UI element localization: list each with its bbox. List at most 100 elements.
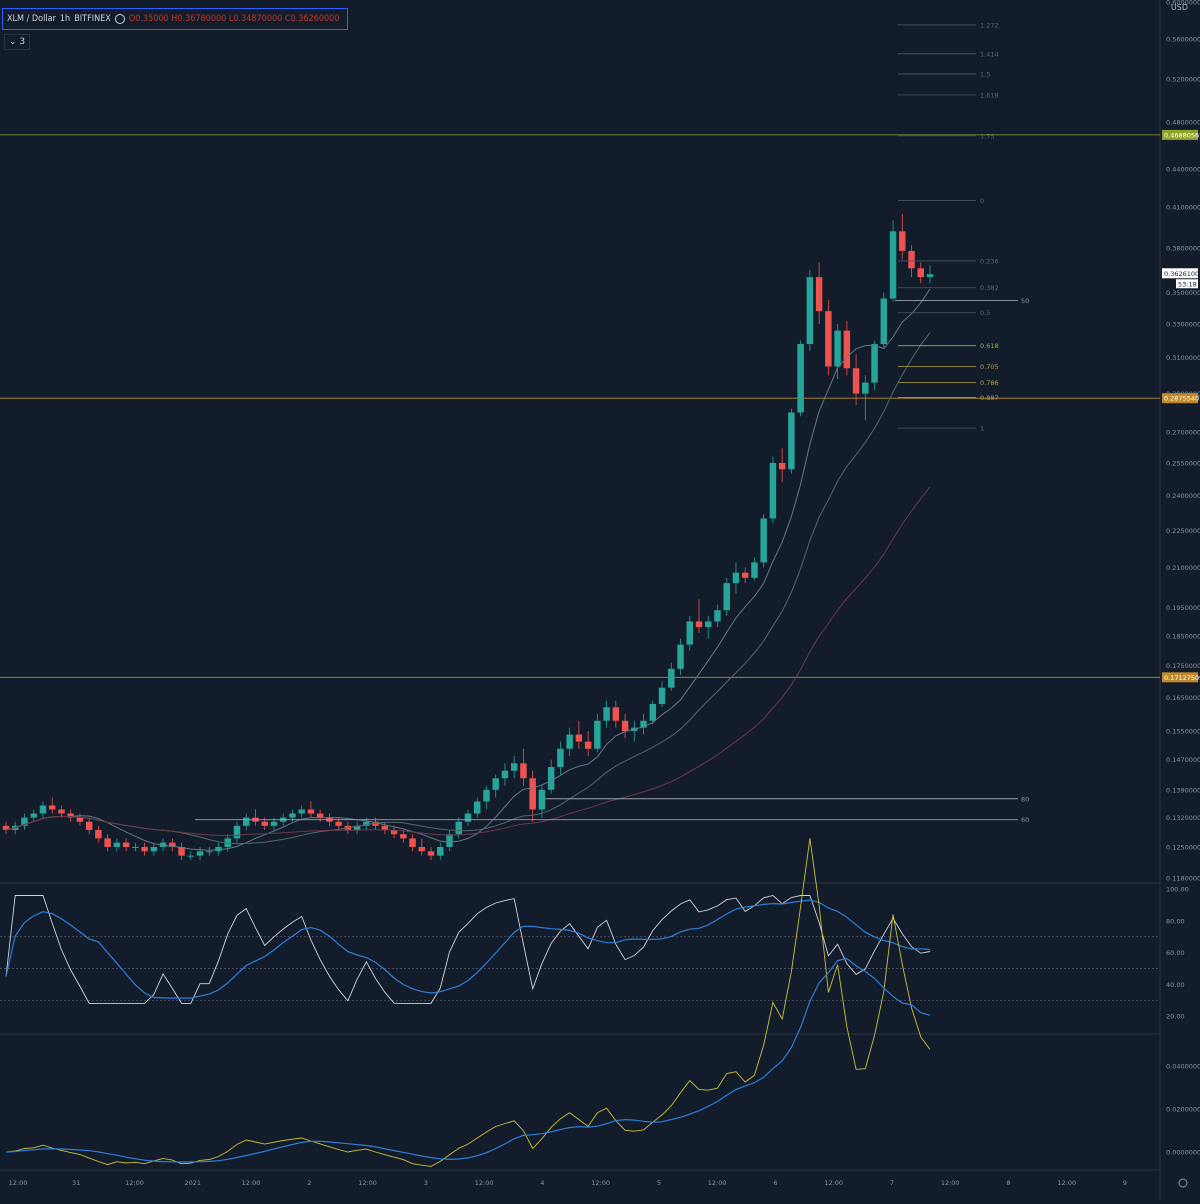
candle-body (871, 343, 878, 383)
candle-body (85, 821, 93, 830)
support-line-label: 60 (1021, 816, 1029, 824)
fib-level-label: 1.618 (980, 91, 999, 99)
candle-body (390, 829, 398, 835)
time-tick-label: 3 (424, 1179, 428, 1187)
candle (871, 340, 878, 390)
price-label-text: 0.36261000 (1164, 270, 1200, 278)
candle (483, 785, 490, 810)
candle (520, 748, 527, 786)
candle-body (917, 268, 924, 278)
candle (510, 755, 518, 779)
indicators-count: 3 (19, 37, 26, 47)
candle-body (621, 720, 629, 732)
candle (566, 727, 573, 756)
candle (474, 797, 481, 818)
candle (769, 456, 777, 524)
fib-level-label: 1.272 (980, 21, 999, 29)
candle (834, 324, 841, 379)
candle (501, 763, 509, 786)
candle-body (668, 668, 675, 688)
eye-icon[interactable] (114, 14, 125, 24)
candle-body (474, 801, 481, 814)
candle (880, 292, 888, 348)
fib-retracement: 1.272 1.414 1.5 1.618 1.75 0 0.236 0.382 0.5 0.61… (898, 21, 999, 433)
time-tick-label: 2021 (185, 1179, 202, 1187)
candle-body (705, 621, 712, 628)
candle (95, 825, 102, 843)
candle-body (557, 748, 564, 768)
candle (390, 825, 398, 839)
price-label-box (1162, 268, 1198, 279)
candle (464, 809, 472, 826)
candle (695, 599, 703, 633)
rsi-ma-line (5, 899, 931, 999)
candle-body (381, 825, 389, 830)
candle (741, 567, 749, 584)
candle (132, 842, 139, 852)
time-tick-label: 7 (890, 1179, 894, 1187)
interval-label[interactable]: 1h (59, 14, 71, 24)
candle-body (899, 231, 906, 251)
candle-body (206, 851, 213, 853)
candle (418, 838, 426, 856)
candle (917, 262, 924, 284)
candle (640, 713, 647, 735)
candle-body (538, 789, 546, 810)
candle (714, 604, 721, 628)
candle-body (409, 838, 416, 847)
candle (705, 615, 712, 639)
price-tick-label: 0.11800000 (1166, 875, 1200, 883)
candle (862, 375, 869, 421)
candle (206, 846, 213, 856)
price-label-text: 0.46880565 (1164, 131, 1200, 139)
candle-body (261, 821, 268, 826)
candle-body (825, 311, 832, 367)
candle (104, 834, 111, 852)
candle-body (418, 846, 426, 852)
candle (409, 834, 416, 852)
candle (67, 809, 74, 822)
time-tick-label: 8 (1006, 1179, 1010, 1187)
candle-body (446, 834, 453, 847)
candle-body (686, 621, 693, 645)
symbol-header[interactable]: XLM / Dollar 1h BITFINEX O0.35000 H0.367… (2, 8, 349, 30)
candle-body (603, 707, 610, 721)
candle-body (520, 763, 527, 779)
fib-level-label: 0 (980, 197, 984, 205)
fib-level-label: 0.236 (980, 257, 999, 265)
indicators-toggle[interactable]: ⌄ 3 (4, 34, 31, 50)
candle (603, 700, 610, 728)
candle (353, 821, 361, 835)
price-label-box (1162, 393, 1198, 404)
candle (243, 813, 250, 830)
candle-body (196, 851, 204, 856)
candle-body (30, 813, 37, 818)
currency-label[interactable]: USD (1171, 3, 1188, 12)
chevron-down-icon: ⌄ (9, 37, 20, 47)
candle (150, 842, 158, 856)
candle (557, 741, 564, 775)
candle-body (815, 277, 823, 312)
candle-body (307, 809, 315, 814)
candle-body (677, 644, 684, 669)
candle-body (889, 231, 897, 299)
candle-body (852, 368, 860, 394)
candle-body (658, 687, 666, 704)
candle-body (39, 805, 47, 814)
fib-level-label: 0.618 (980, 342, 999, 350)
candle (122, 838, 130, 852)
candle-body (806, 277, 814, 344)
candle-body (862, 382, 869, 394)
candle-body (612, 707, 620, 721)
candle-body (575, 734, 583, 742)
candle-body (353, 825, 361, 830)
candle-body (547, 767, 555, 790)
symbol-name[interactable]: XLM / Dollar (7, 14, 56, 24)
